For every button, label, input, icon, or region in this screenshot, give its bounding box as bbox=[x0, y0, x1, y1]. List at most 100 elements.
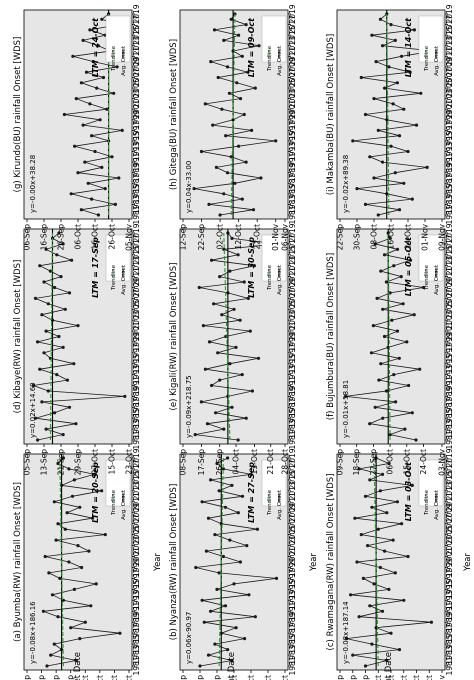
onset-point-2005 bbox=[381, 307, 385, 311]
year-tick-label: 1981 bbox=[288, 205, 297, 224]
onset-point-1986 bbox=[78, 637, 82, 641]
trendline bbox=[230, 13, 236, 216]
year-tick-label: 2013 bbox=[132, 481, 141, 500]
onset-point-1987 bbox=[118, 631, 122, 635]
year-tick-label: 2007 bbox=[132, 514, 141, 533]
trendline bbox=[387, 232, 391, 441]
year-tick-label: 2017 bbox=[288, 15, 297, 34]
onset-point-2016 bbox=[88, 28, 92, 32]
onset-point-2015 bbox=[72, 478, 76, 482]
date-tick-label: 21-Sep bbox=[57, 449, 66, 476]
date-tick-label: 16-Oct bbox=[399, 675, 408, 680]
year-tick-label: 1983 bbox=[288, 645, 297, 664]
onset-point-1988 bbox=[69, 626, 73, 630]
year-tick-label: 2013 bbox=[445, 481, 454, 500]
year-tick-label: 1981 bbox=[445, 656, 454, 675]
year-tick-label: 2001 bbox=[445, 99, 454, 118]
year-tick-label: 1989 bbox=[288, 387, 297, 406]
onset-point-1981 bbox=[218, 213, 222, 217]
onset-point-2002 bbox=[76, 324, 80, 328]
year-tick-label: 1995 bbox=[445, 354, 454, 373]
onset-point-2012 bbox=[363, 494, 368, 498]
year-tick-label: 1991 bbox=[132, 601, 141, 620]
onset-point-1988 bbox=[234, 626, 238, 630]
year-tick-label: 1989 bbox=[288, 163, 297, 182]
year-tick-label: 2011 bbox=[445, 492, 454, 511]
onset-point-1992 bbox=[377, 378, 381, 382]
onset-point-2016 bbox=[380, 472, 385, 476]
year-tick-label: 1989 bbox=[132, 163, 141, 182]
year-tick-label: 1997 bbox=[288, 343, 297, 362]
year-tick-label: 2015 bbox=[445, 470, 454, 489]
date-tick-label: 01-Nov bbox=[271, 223, 280, 250]
onset-point-1991 bbox=[83, 160, 87, 164]
year-tick-label: 2009 bbox=[132, 503, 141, 522]
onset-point-2014 bbox=[393, 38, 397, 43]
year-tick-label: 2001 bbox=[132, 547, 141, 566]
onset-point-1991 bbox=[41, 609, 46, 613]
onset-point-2007 bbox=[375, 296, 379, 300]
year-tick-label: 2003 bbox=[132, 536, 141, 555]
onset-point-2010 bbox=[91, 60, 95, 64]
onset-point-1987 bbox=[389, 631, 393, 635]
onset-point-1993 bbox=[406, 149, 410, 154]
year-tick-label: 1985 bbox=[132, 408, 141, 427]
onset-point-2001 bbox=[44, 329, 48, 333]
year-axis-label-b: Year bbox=[309, 552, 319, 572]
year-tick-label: 2009 bbox=[288, 503, 297, 522]
onset-point-1983 bbox=[206, 653, 211, 657]
legend-trendline-label: Trendline bbox=[424, 489, 430, 516]
date-tick-label: 25-Sep bbox=[66, 675, 75, 680]
onset-point-1984 bbox=[368, 422, 372, 426]
onset-point-2018 bbox=[388, 236, 392, 240]
onset-point-1986 bbox=[355, 187, 359, 191]
onset-point-2009 bbox=[236, 511, 240, 515]
year-tick-label: 2001 bbox=[445, 547, 454, 566]
onset-point-1991 bbox=[244, 160, 248, 164]
onset-point-2000 bbox=[363, 112, 368, 117]
year-tick-label: 2013 bbox=[132, 256, 141, 275]
year-tick-label: 2011 bbox=[445, 267, 454, 286]
year-tick-label: 1999 bbox=[132, 558, 141, 577]
onset-point-2016 bbox=[249, 472, 253, 476]
regression-equation: y=-0.08x+186.16 bbox=[29, 601, 37, 664]
onset-point-2004 bbox=[112, 91, 116, 95]
year-tick-label: 2019 bbox=[288, 4, 297, 23]
onset-point-1984 bbox=[410, 197, 414, 201]
year-tick-label: 2001 bbox=[288, 547, 297, 566]
chart-panel-f: 09-Sep 18-Sep 27-Sep 06-Oct 15-Oct 24-Oct 03-N… bbox=[326, 223, 454, 476]
onset-point-2005 bbox=[63, 307, 67, 311]
onset-point-2010 bbox=[242, 280, 246, 284]
legend-avg-label: Avg. Onset bbox=[434, 264, 440, 295]
year-tick-label: 1989 bbox=[445, 163, 454, 182]
onset-point-1989 bbox=[344, 394, 348, 398]
year-tick-label: 1989 bbox=[132, 387, 141, 406]
regression-equation: y=-0.01x+58.81 bbox=[342, 380, 350, 438]
onset-point-1981 bbox=[36, 438, 40, 442]
onset-point-1999 bbox=[405, 340, 409, 344]
year-tick-label: 1993 bbox=[445, 142, 454, 161]
year-tick-label: 2007 bbox=[288, 514, 297, 533]
onset-point-1993 bbox=[93, 149, 97, 154]
onset-point-1983 bbox=[207, 202, 211, 206]
year-tick-label: 2017 bbox=[132, 15, 141, 34]
onset-point-1989 bbox=[123, 394, 127, 398]
year-tick-label: 1987 bbox=[132, 173, 141, 192]
year-tick-label: 1995 bbox=[445, 580, 454, 599]
legend-avg-label: Avg. Onset bbox=[434, 45, 440, 76]
onset-point-2009 bbox=[225, 65, 230, 69]
onset-point-2003 bbox=[390, 318, 394, 322]
onset-point-1998 bbox=[217, 571, 221, 575]
onset-point-1985 bbox=[52, 642, 56, 646]
onset-point-1998 bbox=[393, 571, 397, 575]
year-tick-label: 1983 bbox=[288, 419, 297, 438]
year-tick-label: 2013 bbox=[288, 36, 297, 55]
year-tick-label: 2015 bbox=[288, 245, 297, 264]
year-tick-label: 1995 bbox=[288, 354, 297, 373]
onset-point-1990 bbox=[250, 389, 254, 393]
date-tick-label: 22-Sep bbox=[336, 224, 345, 251]
year-tick-label: 1983 bbox=[132, 195, 141, 214]
onset-point-2004 bbox=[227, 91, 231, 95]
year-tick-label: 2003 bbox=[132, 310, 141, 329]
legend-box bbox=[261, 15, 287, 63]
